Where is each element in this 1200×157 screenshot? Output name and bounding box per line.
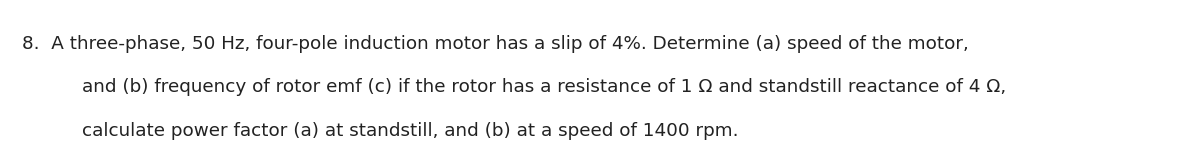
Text: 8.  A three-phase, 50 Hz, four-pole induction motor has a slip of 4%. Determine : 8. A three-phase, 50 Hz, four-pole induc… [22, 35, 968, 53]
Text: calculate power factor (a) at standstill, and (b) at a speed of 1400 rpm.: calculate power factor (a) at standstill… [82, 122, 738, 141]
Text: and (b) frequency of rotor emf (c) if the rotor has a resistance of 1 Ω and stan: and (b) frequency of rotor emf (c) if th… [82, 78, 1006, 97]
